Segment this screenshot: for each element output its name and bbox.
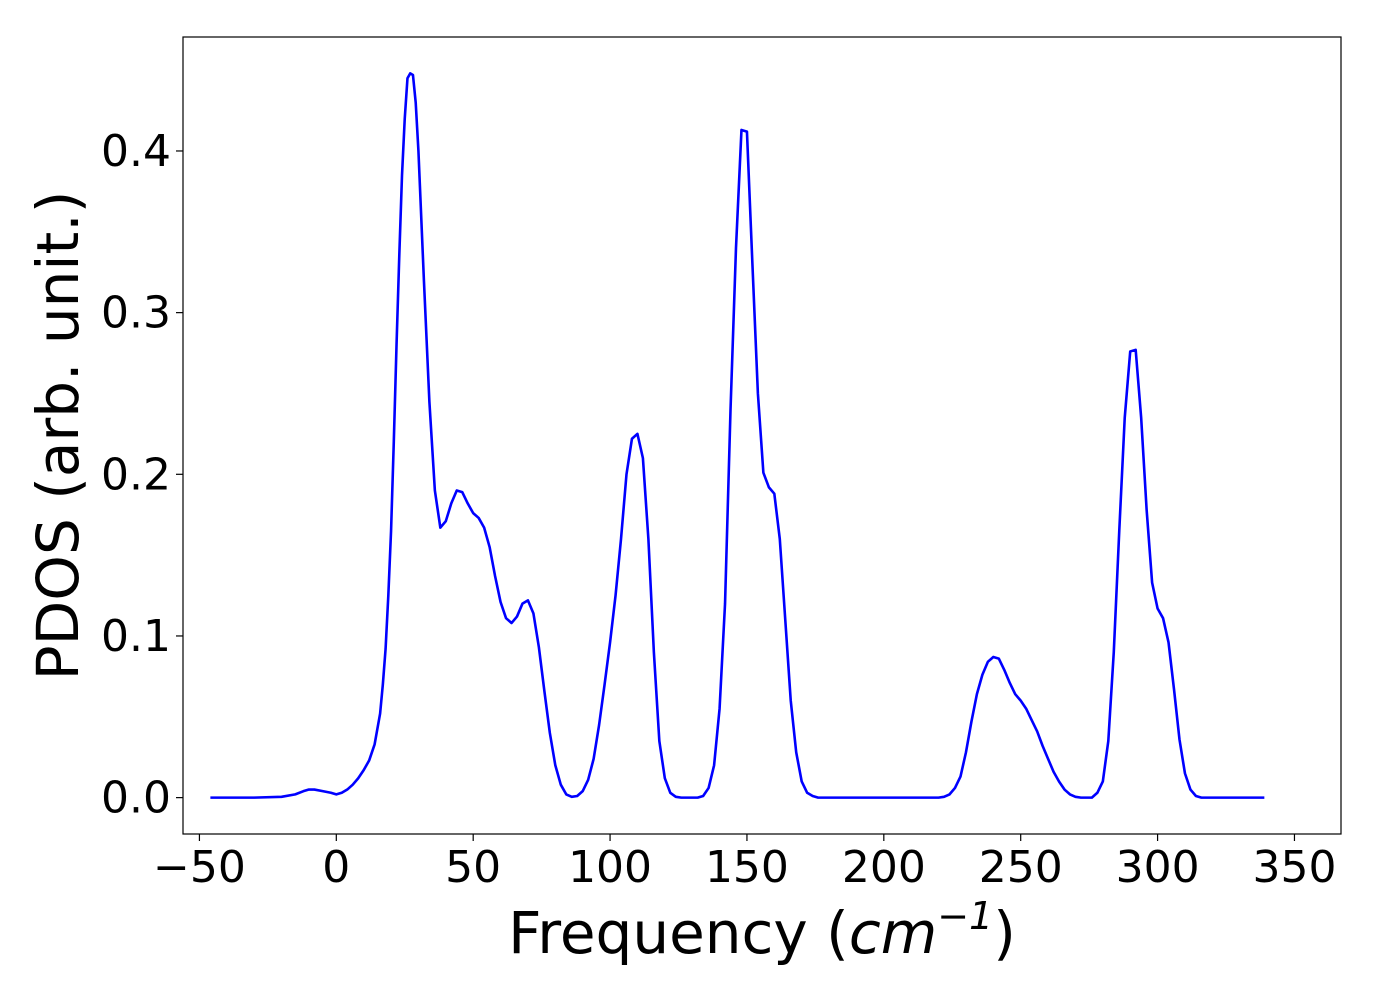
- y-tick-label: 0.0: [101, 773, 171, 824]
- x-axis-ticks: −50 0 50 100 150 200 250 300 350: [153, 834, 1336, 893]
- x-axis-label-close-paren: ): [993, 899, 1016, 967]
- y-tick-label: 0.3: [101, 288, 171, 339]
- x-tick-label: −50: [153, 842, 246, 893]
- y-tick-label: 0.1: [101, 611, 171, 662]
- plot-frame: [182, 36, 1342, 835]
- y-tick-label: 0.2: [101, 449, 171, 500]
- y-tick-label: 0.4: [101, 126, 171, 177]
- x-tick-label: 100: [568, 842, 652, 893]
- y-axis-label: PDOS (arb. unit.): [24, 191, 92, 681]
- x-tick-label: 150: [705, 842, 789, 893]
- x-tick-label: 50: [445, 842, 501, 893]
- x-axis-label-text: Frequency: [508, 899, 808, 967]
- x-tick-label: 350: [1252, 842, 1336, 893]
- x-tick-label: 250: [979, 842, 1063, 893]
- pdos-line-series-0: [210, 72, 1265, 799]
- x-tick-label: 300: [1116, 842, 1200, 893]
- plot-layer: [210, 72, 1265, 799]
- x-axis-label-unit-exponent: −1: [937, 894, 993, 938]
- x-tick-label: 0: [322, 842, 350, 893]
- x-tick-label: 200: [842, 842, 926, 893]
- x-axis-label-open-paren: (: [808, 899, 849, 967]
- y-axis-ticks: 0.0 0.1 0.2 0.3 0.4: [101, 126, 183, 824]
- x-axis-label: Frequency (cm−1): [508, 894, 1016, 967]
- x-axis-label-unit: cm: [849, 899, 937, 967]
